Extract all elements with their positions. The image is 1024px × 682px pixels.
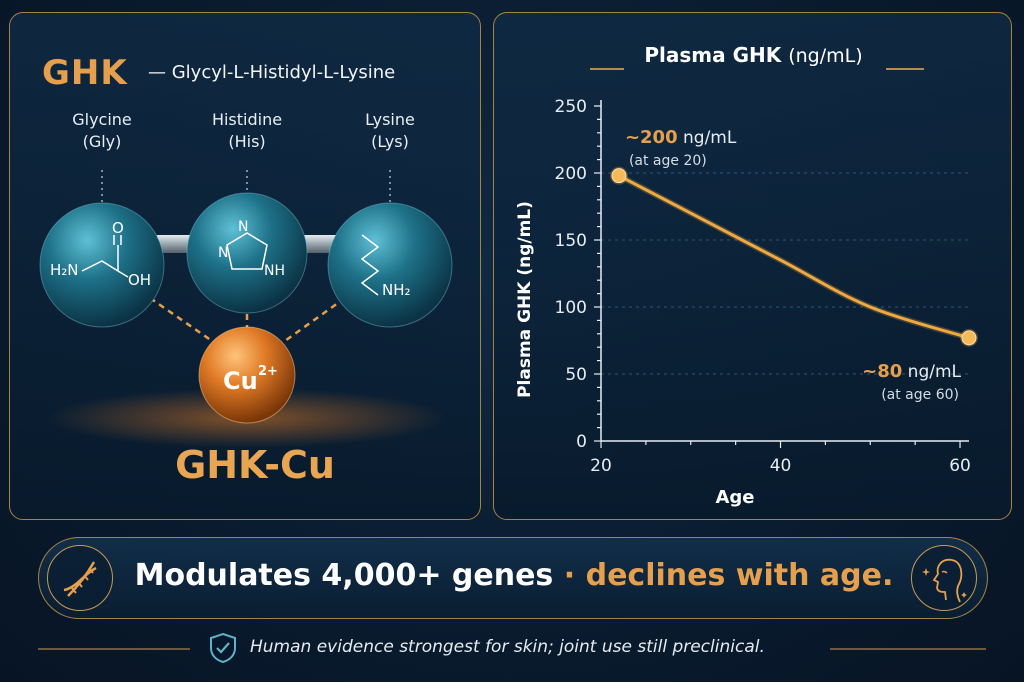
title-rule-left (590, 68, 624, 70)
shield-check-icon (210, 632, 236, 664)
glycine-oxygen-label: O (112, 219, 124, 237)
chart-title: Plasma GHK (ng/mL) (644, 43, 863, 67)
histidine-n-label: N (238, 219, 248, 235)
footer-rule-left (38, 648, 190, 650)
coordination-bond (149, 296, 216, 345)
molecule-illustration: H₂N O OH N N NH NH₂ Cu 2+ (39, 170, 453, 448)
x-tick-label: 40 (770, 456, 792, 476)
y-tick-label: 50 (565, 365, 587, 385)
ghk-subtitle: — Glycyl-L-Histidyl-L-Lysine (148, 62, 396, 83)
copper-charge-label: 2+ (258, 364, 278, 379)
x-axis-label: Age (715, 487, 754, 508)
y-tick-label: 150 (555, 231, 587, 251)
dna-icon (63, 561, 97, 597)
histidine-sphere (186, 192, 308, 314)
y-tick-label: 200 (555, 164, 587, 184)
amino-label-histidine: Histidine (His) (211, 110, 283, 151)
complex-title: GHK-Cu (175, 443, 335, 487)
amino-label-glycine: Glycine (Gly) (72, 110, 132, 151)
molecule-panel: GHK — Glycyl-L-Histidyl-L-Lysine Glycine… (9, 12, 481, 520)
banner-accent-text: declines with age. (585, 558, 894, 593)
banner-main-text: Modulates 4,000+ genes (134, 558, 554, 593)
histidine-n2-label: N (218, 245, 228, 261)
ghk-title: GHK (42, 53, 128, 93)
glycine-hydroxyl-label: OH (128, 271, 151, 289)
x-tick-label: 60 (949, 456, 971, 476)
key-fact-banner: Modulates 4,000+ genes · declines with a… (38, 537, 988, 619)
banner-text: Modulates 4,000+ genes · declines with a… (39, 558, 989, 593)
face-profile-icon (922, 558, 967, 603)
series-line (618, 174, 970, 340)
glycine-structure (81, 245, 119, 273)
data-point (611, 168, 627, 184)
annotation-start-value: ~200 (625, 127, 678, 148)
annotation-start: ~200 ng/mL (625, 127, 737, 148)
glycine-amine-label: H₂N (50, 261, 79, 279)
title-rule-right (886, 68, 924, 70)
lysine-sphere (327, 202, 453, 328)
chart-panel: Plasma GHK (ng/mL) 0 50 100 150 200 250 20 40 60… (493, 12, 1012, 520)
copper-label: Cu (223, 367, 258, 395)
annotation-start-unit: ng/mL (678, 128, 737, 148)
annotation-end-value: ~80 (862, 361, 902, 382)
glycine-sphere (39, 202, 165, 328)
coordination-bond (281, 296, 346, 345)
footer-rule-right (830, 648, 986, 650)
copper-ion-sphere (198, 326, 296, 424)
histidine-nh-label: NH (264, 263, 285, 279)
face-icon-circle (911, 545, 977, 611)
dna-icon-circle (47, 545, 113, 611)
y-tick-label: 250 (555, 97, 587, 117)
y-tick-label: 0 (576, 432, 587, 452)
chart-title-unit: (ng/mL) (788, 45, 863, 67)
annotation-end: ~80 ng/mL (862, 361, 961, 382)
annotation-end-unit: ng/mL (902, 362, 961, 382)
y-tick-label: 100 (555, 298, 587, 318)
data-point (961, 330, 977, 346)
annotation-start-note: (at age 20) (629, 153, 707, 169)
footer-disclaimer: Human evidence strongest for skin; joint… (250, 637, 765, 657)
annotation-end-note: (at age 60) (881, 387, 959, 403)
series-line-glow (617, 173, 970, 341)
banner-separator: · (563, 558, 576, 593)
amino-label-lysine: Lysine (Lys) (365, 110, 415, 151)
imidazole-ring (226, 232, 268, 270)
lysine-amine-label: NH₂ (382, 281, 411, 299)
y-axis-label: Plasma GHK (ng/mL) (515, 201, 535, 398)
x-tick-label: 20 (590, 456, 612, 476)
line-chart: 0 50 100 150 200 250 20 40 60 Age Plasma GHK (ng/m… (515, 97, 978, 508)
lysine-chain (360, 234, 380, 296)
